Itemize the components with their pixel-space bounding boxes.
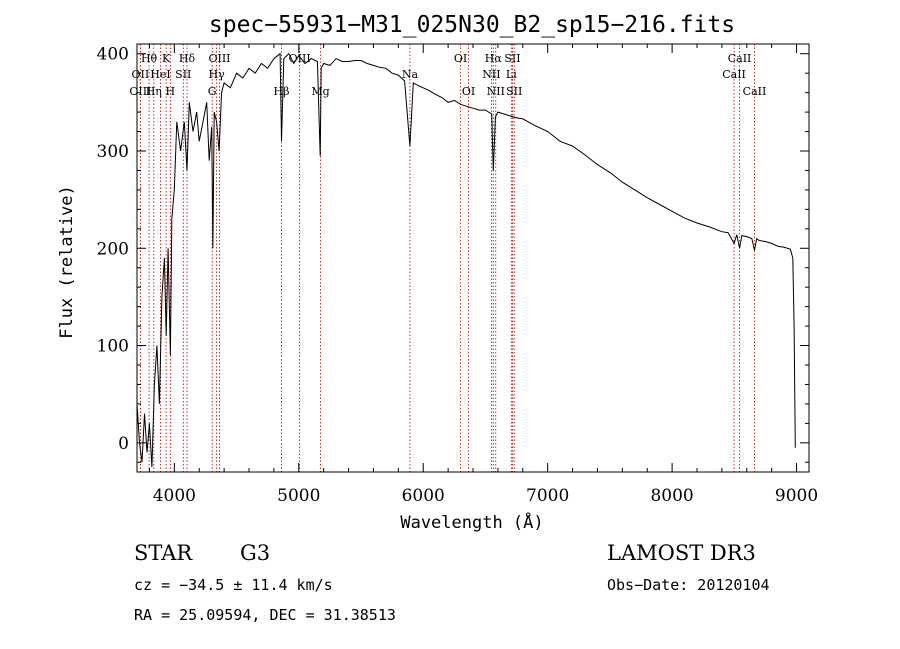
line-marker-label-22: NII xyxy=(487,85,505,98)
line-marker-label-9: OIII xyxy=(208,52,230,65)
line-marker-label-8: Hδ xyxy=(179,52,196,65)
y-axis-label: Flux (relative) xyxy=(57,185,77,339)
line-marker-label-12: OIII xyxy=(289,52,311,65)
line-marker-label-7: H xyxy=(166,85,176,98)
survey-name: LAMOST DR3 xyxy=(607,541,756,565)
line-marker-label-25: CaII xyxy=(722,68,746,81)
y-tick-label: 400 xyxy=(97,45,129,65)
x-tick-label: 8000 xyxy=(650,486,693,506)
line-marker-label-24: CaII xyxy=(728,52,752,65)
x-tick-label: 6000 xyxy=(402,486,445,506)
line-marker-label-10: Hγ xyxy=(209,68,226,81)
object-subclass: G3 xyxy=(240,541,270,565)
line-marker-label-23: SII xyxy=(506,85,522,98)
line-marker-label-0: Hθ xyxy=(141,52,158,65)
line-marker-label-4: HeI xyxy=(150,68,170,81)
line-marker-label-19: SII xyxy=(504,52,520,65)
line-marker-label-6: SII xyxy=(175,68,191,81)
line-marker-label-17: OI xyxy=(462,85,475,98)
line-marker-label-1: OII xyxy=(132,68,150,81)
line-marker-label-16: OI xyxy=(454,52,467,65)
observation-date: Obs−Date: 20120104 xyxy=(607,576,770,594)
y-tick-label: 0 xyxy=(118,434,129,454)
chart-title: spec−55931−M31_025N30_B2_sp15−216.fits xyxy=(209,12,735,38)
x-tick-label: 7000 xyxy=(526,486,569,506)
x-tick-label: 9000 xyxy=(775,486,818,506)
line-marker-label-11: G xyxy=(208,85,217,98)
coordinates: RA = 25.09594, DEC = 31.38513 xyxy=(134,606,396,624)
line-marker-label-26: CaII xyxy=(743,85,767,98)
axis-ticks: 4000 5000 6000 7000 8000 9000 0 100 200 300 400 xyxy=(97,44,818,506)
y-tick-label: 300 xyxy=(97,142,129,162)
line-marker-label-18: Hα xyxy=(485,52,503,65)
spectral-line-markers xyxy=(139,44,755,472)
x-tick-label: 5000 xyxy=(277,486,320,506)
line-marker-label-5: K xyxy=(162,52,171,65)
line-marker-label-21: Li xyxy=(506,68,517,81)
x-tick-label: 4000 xyxy=(153,486,196,506)
x-axis-label: Wavelength (Å) xyxy=(400,511,543,533)
redshift-cz: cz = −34.5 ± 11.4 km/s xyxy=(134,576,333,594)
spectrum-line xyxy=(136,52,796,468)
line-marker-label-20: NII xyxy=(482,68,500,81)
line-marker-label-14: Hβ xyxy=(274,85,290,98)
y-tick-label: 100 xyxy=(97,337,129,357)
line-marker-label-15: Na xyxy=(402,68,419,81)
line-marker-label-2: OIII xyxy=(129,85,151,98)
y-tick-label: 200 xyxy=(97,239,129,259)
line-marker-label-3: Hη xyxy=(146,85,162,98)
object-class: STAR xyxy=(134,541,193,565)
